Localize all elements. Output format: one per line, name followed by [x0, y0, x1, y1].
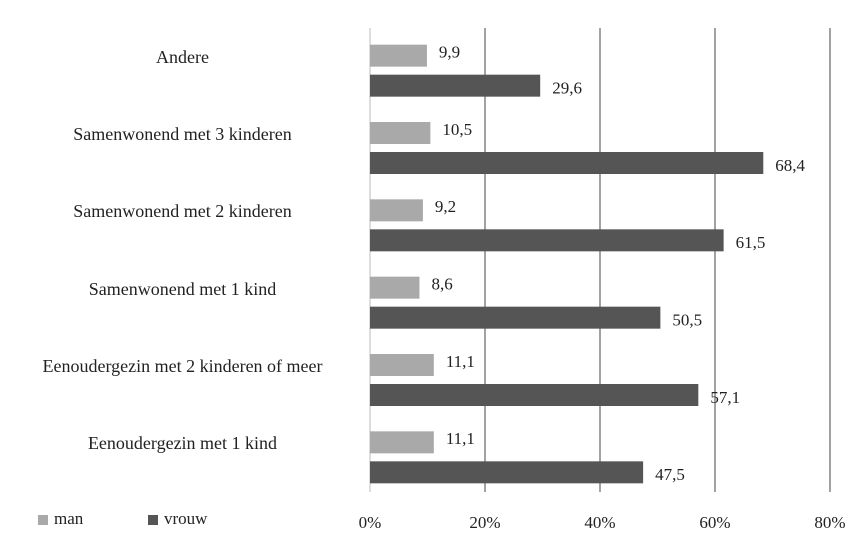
- value-label: 57,1: [710, 388, 740, 407]
- x-tick-label: 0%: [359, 513, 382, 532]
- category-label: Samenwonend met 2 kinderen: [73, 201, 292, 222]
- bar: [370, 431, 434, 454]
- bar: [370, 306, 661, 329]
- value-label: 29,6: [552, 79, 582, 98]
- value-label: 10,5: [442, 120, 472, 139]
- legend-swatch: [148, 515, 158, 525]
- x-tick-label: 80%: [814, 513, 845, 532]
- legend-label: man: [54, 509, 84, 528]
- bar: [370, 229, 724, 252]
- value-label: 9,2: [435, 197, 456, 216]
- bar: [370, 199, 423, 222]
- value-label: 11,1: [446, 352, 475, 371]
- legend-label: vrouw: [164, 509, 208, 528]
- value-label: 9,9: [439, 43, 460, 62]
- bar: [370, 44, 427, 67]
- bar: [370, 74, 541, 97]
- value-label: 61,5: [736, 233, 766, 252]
- value-label: 47,5: [655, 465, 685, 484]
- category-label: Samenwonend met 3 kinderen: [73, 124, 292, 144]
- category-label: Samenwonend met 1 kind: [88, 278, 277, 299]
- bar: [370, 461, 644, 484]
- x-tick-label: 60%: [699, 513, 730, 532]
- legend-swatch: [38, 515, 48, 525]
- bar: [370, 122, 431, 144]
- bar: [370, 354, 434, 376]
- value-label: 50,5: [672, 311, 702, 330]
- category-label: Eenoudergezin met 2 kinderen of meer: [42, 356, 323, 376]
- value-label: 8,6: [431, 275, 452, 294]
- category-label: Andere: [156, 46, 209, 67]
- category-label: Eenoudergezin met 1 kind: [87, 433, 278, 454]
- value-label: 68,4: [775, 156, 805, 175]
- value-label: 11,1: [446, 429, 475, 448]
- x-tick-label: 20%: [469, 513, 500, 532]
- x-tick-label: 40%: [584, 513, 615, 532]
- bar: [370, 152, 764, 174]
- bar: [370, 384, 699, 406]
- bar: [370, 276, 420, 299]
